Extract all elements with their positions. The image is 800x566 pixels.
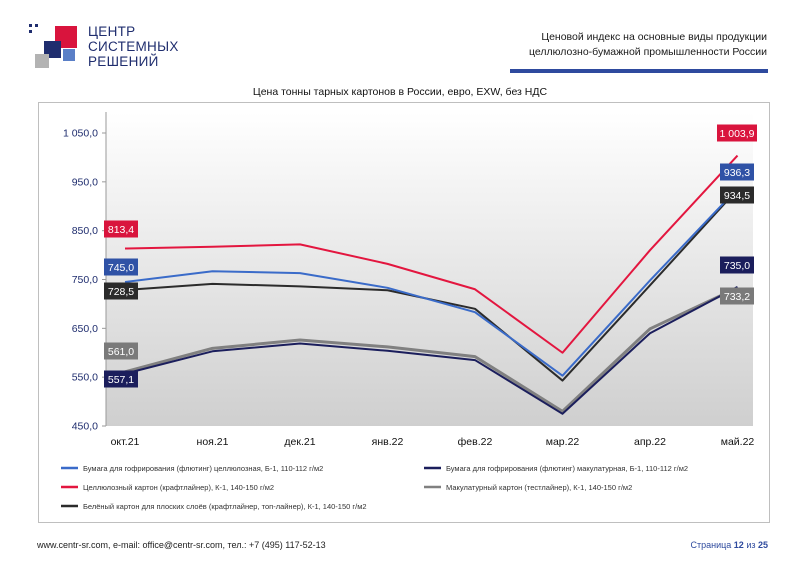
series-line	[124, 154, 739, 354]
logo-text: ЦЕНТР СИСТЕМНЫХ РЕШЕНИЙ	[88, 24, 179, 69]
x-tick-label: янв.22	[372, 436, 404, 448]
data-label: 936,3	[724, 167, 750, 179]
logo-line-2: СИСТЕМНЫХ	[88, 39, 179, 54]
logo-line-1: ЦЕНТР	[88, 24, 136, 39]
company-logo	[29, 24, 77, 68]
data-labels: 745,0 936,3 557,1 735,0 813,4 1 003,9 561,0 733…	[104, 124, 757, 388]
legend-label: Бумага для гофрирования (флютинг) целлюл…	[83, 464, 323, 473]
data-label: 735,0	[724, 260, 750, 272]
data-label-box	[720, 186, 754, 204]
y-tick-label: 550,0	[72, 372, 98, 384]
y-tick-label: 1 050,0	[63, 128, 98, 140]
logo-dot-2	[35, 24, 38, 27]
x-tick-label: май.22	[721, 436, 755, 448]
data-label: 733,2	[724, 291, 750, 303]
logo-dot-1	[29, 24, 32, 27]
x-axis-ticks: окт.21 ноя.21 дек.21 янв.22 фев.22 мар.22 апр.…	[111, 436, 755, 448]
chart-svg: 450,0 550,0 650,0 750,0 850,0 950,0 1 050,0 ок…	[61, 112, 757, 511]
legend-label: Белёный картон для плоских слоёв (крафтл…	[83, 502, 367, 511]
y-tick-label: 650,0	[72, 323, 98, 335]
data-label-box	[104, 342, 138, 360]
data-label: 561,0	[108, 346, 134, 358]
header-rule	[510, 69, 768, 73]
data-label: 1 003,9	[719, 128, 754, 140]
x-tick-label: мар.22	[546, 436, 580, 448]
logo-dot-3	[29, 30, 32, 33]
series-line	[124, 187, 739, 377]
x-tick-label: фев.22	[458, 436, 493, 448]
page-total: 25	[757, 540, 768, 550]
data-label-box	[720, 287, 754, 305]
data-label-box	[720, 256, 754, 274]
x-tick-label: дек.21	[284, 436, 315, 448]
data-label-box	[104, 282, 138, 300]
x-tick-label: ноя.21	[197, 436, 229, 448]
data-label: 813,4	[108, 224, 134, 236]
y-tick-label: 950,0	[72, 176, 98, 188]
header-title: Ценовой индекс на основные виды продукци…	[437, 30, 767, 60]
data-label: 745,0	[108, 262, 134, 274]
page-current: 12	[733, 540, 744, 550]
data-label-box	[104, 258, 138, 276]
data-label: 728,5	[108, 286, 134, 298]
series-lines	[124, 154, 739, 415]
chart-title: Цена тонны тарных картонов в России, евр…	[252, 86, 548, 98]
logo-line-3: РЕШЕНИЙ	[88, 54, 159, 69]
page-word: Страница	[690, 540, 732, 550]
legend: Бумага для гофрирования (флютинг) целлюл…	[61, 464, 688, 511]
data-label-box	[717, 124, 757, 142]
x-tick-label: апр.22	[634, 436, 666, 448]
y-tick-label: 850,0	[72, 225, 98, 237]
legend-label: Целлюлозный картон (крафтлайнер), К-1, 1…	[83, 483, 274, 492]
logo-grey-square	[35, 54, 49, 68]
legend-label: Макулатурный картон (тестлайнер), К-1, 1…	[446, 483, 632, 492]
data-label: 557,1	[108, 374, 134, 386]
series-line	[124, 286, 739, 413]
data-label-box	[720, 163, 754, 181]
footer-page-number: Страница 12 из 25	[690, 540, 768, 550]
header-title-line-1: Ценовой индекс на основные виды продукци…	[541, 31, 767, 43]
data-label: 934,5	[724, 190, 750, 202]
header-title-line-2: целлюлозно-бумажной промышленности Росси…	[528, 46, 767, 58]
logo-navy-square	[44, 41, 61, 58]
footer-contact: www.centr-sr.com, e-mail: office@centr-s…	[37, 540, 326, 550]
x-tick-label: окт.21	[111, 436, 140, 448]
y-tick-label: 750,0	[72, 274, 98, 286]
data-label-box	[104, 370, 138, 388]
chart-frame: 450,0 550,0 650,0 750,0 850,0 950,0 1 050,0 ок…	[38, 102, 770, 523]
page-of: из	[746, 540, 756, 550]
series-line	[124, 285, 738, 415]
plot-area	[106, 112, 753, 426]
y-axis-ticks: 450,0 550,0 650,0 750,0 850,0 950,0 1 050,0	[63, 128, 106, 433]
y-tick-label: 450,0	[72, 421, 98, 433]
logo-blue-square	[63, 49, 75, 61]
legend-label: Бумага для гофрирования (флютинг) макула…	[446, 464, 688, 473]
data-label-box	[104, 220, 138, 238]
